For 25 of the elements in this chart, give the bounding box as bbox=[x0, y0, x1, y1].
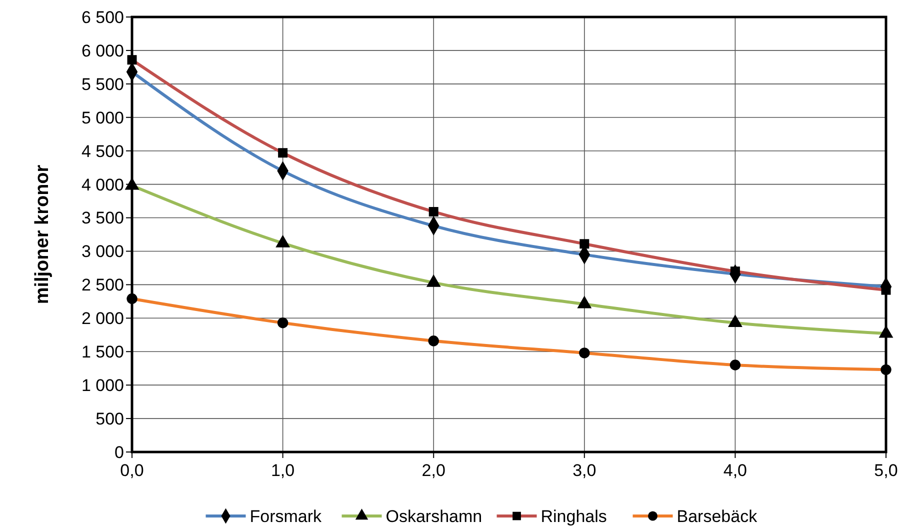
x-tick-label: 4,0 bbox=[723, 461, 748, 480]
y-tick-label: 500 bbox=[96, 409, 124, 428]
y-tick-label: 6 000 bbox=[81, 41, 124, 60]
y-tick-label: 0 bbox=[114, 442, 124, 462]
x-tick-label: 5,0 bbox=[874, 461, 898, 480]
y-tick-label: 3 000 bbox=[81, 242, 124, 262]
x-tick-label: 3,0 bbox=[572, 461, 596, 480]
y-axis-title: miljoner kronor bbox=[32, 164, 53, 304]
x-tick-label: 2,0 bbox=[422, 461, 446, 480]
y-tick-label: 6 500 bbox=[81, 8, 124, 27]
legend-label: Oskarshamn bbox=[386, 506, 482, 526]
x-tick-label: 1,0 bbox=[270, 461, 295, 480]
legend-label: Forsmark bbox=[250, 506, 322, 526]
legend-label: Ringhals bbox=[540, 506, 607, 526]
legend-label: Barsebäck bbox=[676, 506, 758, 526]
x-tick-label: 0,0 bbox=[120, 461, 144, 480]
y-tick-label: 2 000 bbox=[81, 309, 124, 328]
y-tick-label: 4 500 bbox=[81, 142, 124, 161]
y-tick-label: 2 500 bbox=[81, 276, 124, 295]
y-tick-label: 1 500 bbox=[81, 342, 124, 362]
y-tick-label: 3 500 bbox=[81, 208, 124, 228]
y-tick-label: 1 000 bbox=[81, 376, 124, 396]
y-tick-label: 4 000 bbox=[81, 175, 124, 194]
y-tick-label: 5 500 bbox=[81, 74, 124, 94]
y-tick-label: 5 000 bbox=[81, 108, 124, 128]
